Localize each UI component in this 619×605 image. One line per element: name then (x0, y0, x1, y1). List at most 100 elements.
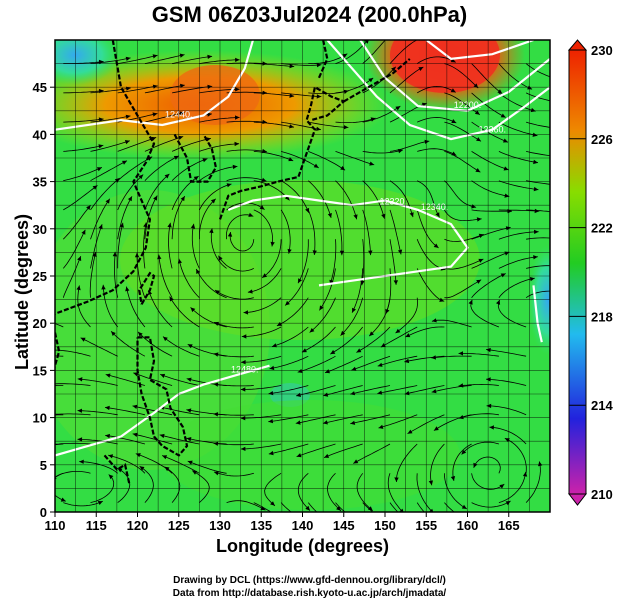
streamline (63, 90, 104, 94)
streamline-arrow (213, 382, 219, 387)
streamline-arrow (431, 389, 437, 394)
streamline-arrow (268, 419, 274, 424)
hot-ridge-core (390, 40, 500, 93)
streamline-arrow (132, 404, 138, 409)
coastline (434, 40, 436, 41)
streamline-arrow (132, 432, 138, 437)
streamline (389, 66, 424, 94)
streamline-arrow (504, 193, 510, 198)
streamline (307, 209, 316, 256)
colorbar-tick-label: 226 (591, 132, 613, 147)
streamline (63, 144, 104, 152)
streamline-arrow (324, 453, 330, 458)
streamline (132, 433, 173, 445)
streamline-arrow (77, 377, 83, 382)
streamline (268, 443, 309, 455)
streamline (444, 151, 481, 173)
streamline-arrow (478, 258, 484, 263)
streamline (144, 155, 179, 181)
streamline-arrow (431, 318, 437, 323)
streamline-arrow (112, 251, 117, 257)
streamline (417, 180, 440, 218)
streamline-arrow (327, 213, 332, 218)
streamline-arrow (486, 347, 491, 353)
chart-title: GSM 06Z03Jul2024 (200.0hPa) (151, 2, 468, 27)
streamline-arrow (458, 351, 463, 356)
streamline (77, 410, 118, 416)
streamline (199, 183, 232, 211)
streamline-arrow (193, 176, 199, 181)
streamline (444, 209, 482, 222)
streamline (226, 500, 266, 511)
colorbar-tick-label: 214 (591, 398, 613, 413)
colorbar-bar (568, 49, 587, 495)
streamline-arrow (533, 159, 538, 165)
streamline-arrow (316, 94, 322, 99)
streamline-arrow (152, 84, 158, 89)
streamline-arrow (186, 377, 192, 382)
coastlines (55, 40, 436, 484)
streamline (253, 502, 272, 512)
streamline (199, 117, 240, 123)
streamline (330, 326, 364, 355)
streamline-arrow (285, 519, 290, 523)
streamline (525, 121, 550, 128)
colorbar-top-arrow (567, 39, 588, 51)
streamline (471, 273, 506, 298)
streamline-arrow (468, 299, 473, 305)
coastline (343, 58, 411, 103)
streamline-arrow (559, 77, 564, 81)
streamline-arrow (134, 252, 140, 258)
streamline-arrow (343, 125, 349, 130)
streamline-arrow (232, 164, 238, 170)
streamline-arrow (418, 67, 424, 71)
x-tick-label: 160 (457, 518, 479, 533)
streamline (280, 209, 291, 254)
streamline (297, 472, 311, 511)
streamline-arrow (289, 93, 295, 98)
streamline (55, 471, 91, 479)
streamline (497, 299, 527, 328)
streamline (168, 222, 173, 269)
streamline-arrow (534, 208, 540, 214)
streamline (114, 251, 119, 298)
streamline-arrow (381, 213, 386, 219)
streamline-arrow (60, 497, 66, 502)
contour-label: 12360. (478, 125, 506, 135)
streamline-arrow (561, 101, 566, 105)
streamline (416, 268, 445, 302)
streamline (77, 438, 118, 445)
streamline (322, 414, 363, 424)
streamline-arrow (391, 66, 396, 72)
streamline-arrow (367, 506, 373, 511)
streamline (498, 471, 527, 503)
streamline (137, 331, 173, 357)
streamline (335, 117, 376, 123)
streamline-arrow (393, 280, 398, 285)
streamline (404, 355, 445, 363)
streamline-arrow (186, 437, 192, 442)
streamline (340, 297, 364, 336)
streamline (160, 374, 200, 386)
streamline-arrow (377, 390, 383, 395)
streamline (117, 137, 157, 152)
streamline (471, 121, 509, 143)
streamline-arrow (340, 330, 346, 336)
streamline (80, 337, 118, 357)
streamline-arrow (243, 310, 249, 315)
streamline (90, 177, 120, 211)
streamline (498, 231, 539, 240)
streamline-arrow (276, 321, 282, 326)
streamline-arrow (522, 471, 528, 477)
streamline (458, 383, 499, 387)
streamline (195, 268, 227, 299)
streamline (362, 66, 397, 94)
streamline-arrow (289, 64, 295, 69)
streamline-arrow (241, 334, 247, 339)
streamline-arrow (395, 328, 401, 334)
streamline (323, 443, 363, 458)
streamline (117, 222, 124, 269)
streamline-arrow (309, 328, 315, 333)
streamline-arrow (444, 527, 449, 531)
streamline (444, 234, 484, 242)
